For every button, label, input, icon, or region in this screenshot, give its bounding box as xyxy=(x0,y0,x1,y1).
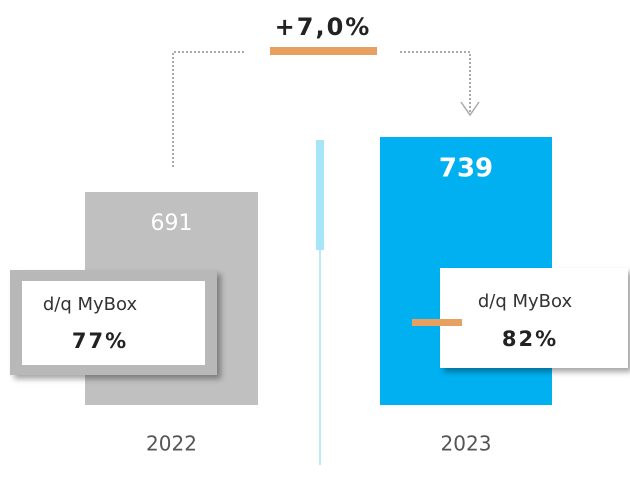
x-tick-label: 2023 xyxy=(441,432,492,456)
share-label: d/q MyBox xyxy=(478,291,573,312)
overlays: d/q MyBox 77% d/q MyBox 82% xyxy=(10,268,628,375)
share-value: 82% xyxy=(502,327,558,351)
share-dash xyxy=(412,319,462,326)
share-box xyxy=(440,268,628,368)
share-label: d/q MyBox xyxy=(43,294,138,315)
connector-right xyxy=(400,51,471,112)
share-value: 77% xyxy=(72,329,128,353)
arrow-head xyxy=(460,101,480,117)
growth-label: +7,0% xyxy=(275,13,372,41)
share-box xyxy=(22,281,205,365)
growth-underline xyxy=(270,47,377,55)
divider-accent xyxy=(316,140,324,250)
x-tick-label: 2022 xyxy=(146,432,197,456)
value-label: 739 xyxy=(439,154,493,184)
value-label: 691 xyxy=(151,211,193,236)
connector-left xyxy=(172,51,245,167)
